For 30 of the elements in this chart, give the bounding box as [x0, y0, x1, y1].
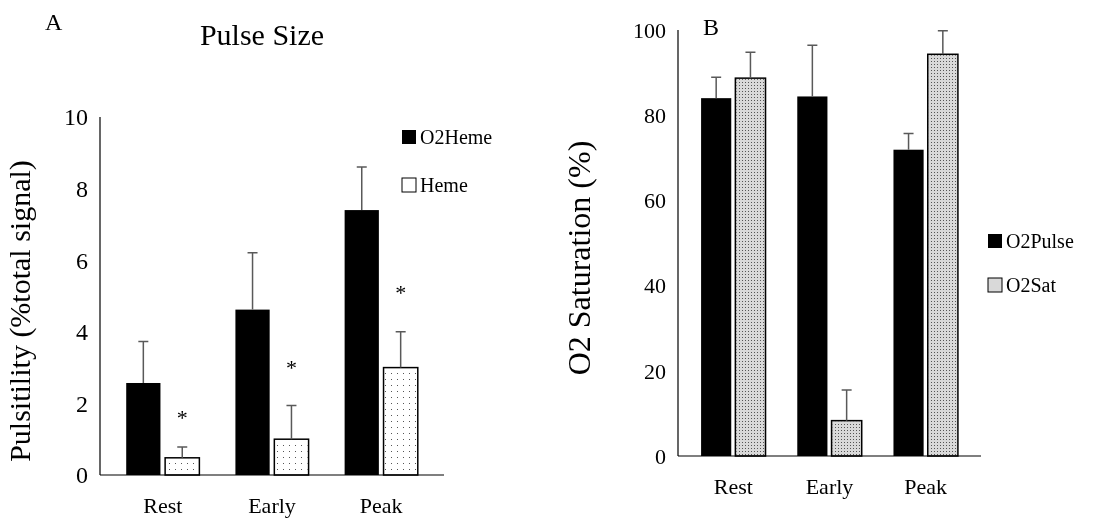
- x-tick-label: Peak: [904, 474, 948, 499]
- x-tick-label: Early: [805, 474, 854, 499]
- legend-label: Heme: [420, 174, 468, 196]
- y-tick-label: 0: [76, 462, 88, 489]
- x-tick-label: Peak: [359, 493, 403, 518]
- legend-label: O2Heme: [420, 126, 493, 148]
- y-tick-label: 4: [76, 319, 88, 346]
- y-tick-label: 100: [633, 17, 666, 43]
- annotation: B: [703, 14, 720, 41]
- y-tick-label: 6: [76, 247, 88, 274]
- annotation: *: [395, 280, 407, 306]
- y-tick-label: 0: [655, 443, 666, 469]
- y-tick-label: 80: [644, 102, 666, 128]
- y-tick-label: 40: [644, 273, 666, 299]
- annotation: *: [285, 355, 297, 381]
- y-axis-title: O2 Saturation (%): [561, 140, 597, 376]
- y-tick-label: 20: [644, 358, 666, 384]
- y-tick-label: 10: [64, 104, 88, 131]
- y-axis-title: Pulsitility (%total signal): [3, 160, 37, 462]
- y-tick-label: 2: [76, 390, 88, 417]
- y-tick-label: 60: [644, 188, 666, 214]
- x-tick-label: Rest: [713, 474, 753, 499]
- text: A: [45, 9, 63, 36]
- x-tick-label: Rest: [143, 493, 183, 518]
- chart-title: Pulse Size: [199, 18, 325, 51]
- x-tick-label: Early: [248, 493, 296, 518]
- y-tick-label: 8: [76, 176, 88, 202]
- legend-label: O2Sat: [1006, 274, 1057, 296]
- annotation: *: [176, 405, 188, 431]
- legend-label: O2Pulse: [1006, 230, 1074, 252]
